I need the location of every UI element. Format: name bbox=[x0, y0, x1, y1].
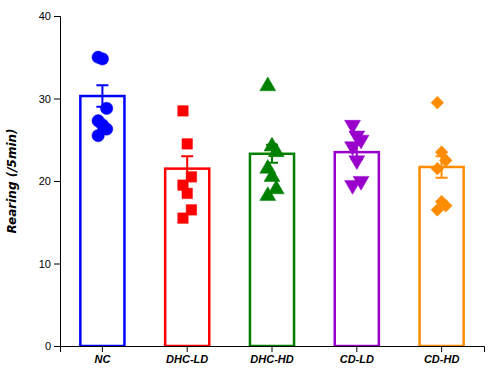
point bbox=[431, 162, 444, 175]
point bbox=[440, 154, 453, 167]
y-tick: 10 bbox=[39, 258, 60, 270]
y-tick-mark bbox=[54, 181, 60, 182]
x-tick-label: DHC-LD bbox=[166, 353, 208, 365]
y-axis-line bbox=[54, 17, 61, 347]
point bbox=[182, 139, 192, 149]
point bbox=[178, 106, 188, 116]
point bbox=[349, 156, 365, 170]
point bbox=[178, 213, 188, 223]
x-tick-mark bbox=[356, 346, 357, 352]
plot: 0 10 20 30 40 NC DHC-LD DHC-HD CD-LD CD-HD bbox=[39, 10, 485, 365]
point bbox=[260, 77, 276, 91]
y-tick: 40 bbox=[39, 10, 60, 22]
y-tick: 0 bbox=[45, 340, 60, 352]
x-tick-label: NC bbox=[94, 353, 111, 365]
point bbox=[264, 168, 280, 182]
y-tick-mark bbox=[54, 346, 60, 347]
point bbox=[92, 129, 104, 141]
y-tick-label: 20 bbox=[39, 175, 51, 187]
chart: 0 10 20 30 40 NC DHC-LD DHC-HD CD-LD CD-HD Rearing… bbox=[0, 0, 500, 382]
x-tick-mark bbox=[102, 346, 103, 352]
x-tick: NC bbox=[94, 346, 111, 365]
bar bbox=[80, 96, 124, 346]
point bbox=[268, 143, 284, 157]
y-tick-mark bbox=[54, 264, 60, 265]
x-tick-label: DHC-HD bbox=[250, 353, 293, 365]
x-tick: DHC-HD bbox=[250, 346, 293, 365]
point bbox=[100, 102, 112, 114]
point bbox=[260, 187, 276, 201]
point bbox=[96, 53, 108, 65]
bar bbox=[335, 152, 379, 346]
y-tick-mark bbox=[54, 99, 60, 100]
y-tick-label: 10 bbox=[39, 258, 51, 270]
y-tick-label: 0 bbox=[45, 340, 51, 352]
y-tick-mark bbox=[54, 16, 60, 17]
x-axis-line bbox=[61, 347, 485, 353]
x-tick-mark bbox=[272, 346, 273, 352]
bar bbox=[250, 154, 294, 346]
point bbox=[345, 142, 361, 156]
x-tick-label: CD-LD bbox=[340, 353, 374, 365]
y-tick: 20 bbox=[39, 175, 60, 187]
point bbox=[431, 96, 444, 109]
x-tick-mark bbox=[187, 346, 188, 352]
bar bbox=[165, 169, 209, 346]
x-tick-label: CD-HD bbox=[424, 353, 459, 365]
x-tick-mark bbox=[441, 346, 442, 352]
y-axis: 0 10 20 30 40 bbox=[39, 10, 61, 352]
bar bbox=[420, 167, 464, 346]
x-axis: NC DHC-LD DHC-HD CD-LD CD-HD bbox=[61, 346, 485, 365]
point bbox=[182, 188, 192, 198]
point bbox=[345, 181, 361, 195]
y-axis-title: Rearing (/5min) bbox=[5, 128, 19, 233]
point bbox=[431, 204, 444, 217]
y-tick-label: 40 bbox=[39, 10, 51, 22]
marks bbox=[80, 51, 463, 346]
x-tick: CD-HD bbox=[424, 346, 459, 365]
x-tick: CD-LD bbox=[340, 346, 374, 365]
y-tick-label: 30 bbox=[39, 93, 51, 105]
y-tick: 30 bbox=[39, 93, 60, 105]
x-tick: DHC-LD bbox=[166, 346, 208, 365]
